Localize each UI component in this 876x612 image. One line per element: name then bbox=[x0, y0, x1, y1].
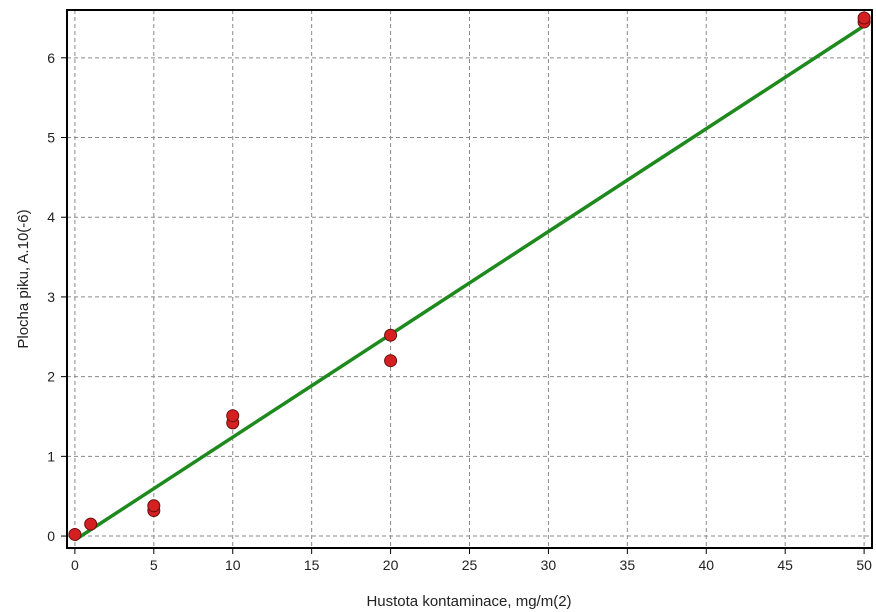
y-tick-label: 2 bbox=[47, 369, 55, 385]
data-point bbox=[68, 527, 82, 541]
x-tick-label: 5 bbox=[150, 557, 158, 573]
x-tick-label: 45 bbox=[777, 557, 793, 573]
fit-line bbox=[73, 24, 866, 542]
data-point bbox=[384, 354, 398, 368]
y-tick-label: 1 bbox=[47, 448, 55, 464]
data-point bbox=[226, 409, 240, 423]
x-tick-label: 50 bbox=[856, 557, 872, 573]
y-tick-label: 6 bbox=[47, 50, 55, 66]
x-tick-label: 15 bbox=[304, 557, 320, 573]
data-point bbox=[147, 499, 161, 513]
y-tick-label: 0 bbox=[47, 528, 55, 544]
y-axis-title: Plocha piku, A.10(-6) bbox=[15, 209, 32, 348]
y-axis-ticks: 0 1 2 3 4 5 6 bbox=[47, 50, 67, 544]
data-point bbox=[84, 517, 98, 531]
x-tick-label: 25 bbox=[462, 557, 478, 573]
fit-line-layer bbox=[73, 24, 866, 542]
y-tick-label: 3 bbox=[47, 289, 55, 305]
x-tick-label: 35 bbox=[620, 557, 636, 573]
data-points bbox=[68, 11, 871, 541]
y-tick-label: 5 bbox=[47, 130, 55, 146]
data-point bbox=[857, 11, 871, 25]
y-tick-label: 4 bbox=[47, 209, 55, 225]
x-tick-label: 0 bbox=[71, 557, 79, 573]
x-tick-label: 30 bbox=[541, 557, 557, 573]
x-tick-label: 40 bbox=[698, 557, 714, 573]
data-point bbox=[384, 328, 398, 342]
x-tick-label: 10 bbox=[225, 557, 241, 573]
x-axis-ticks: 0 5 10 15 20 25 30 35 40 45 50 bbox=[71, 548, 872, 573]
x-axis-title: Hustota kontaminace, mg/m(2) bbox=[366, 593, 571, 610]
x-tick-label: 20 bbox=[383, 557, 399, 573]
